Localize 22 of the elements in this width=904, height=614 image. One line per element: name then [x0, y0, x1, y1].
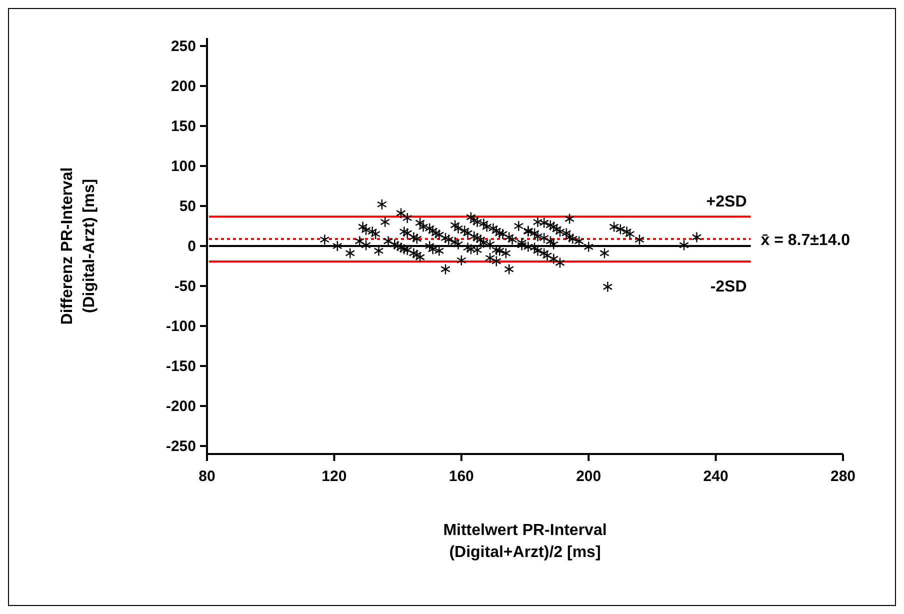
x-axis-title: Mittelwert PR-Interval (Digital+Arzt)/2 [ms]	[443, 522, 607, 561]
y-tick-label: -150	[166, 358, 196, 375]
y-tick-label: 250	[170, 38, 196, 55]
x-tick-label: 200	[576, 468, 602, 485]
y-axis-title: Differenz PR-Interval (Digital-Arzt) [ms]	[59, 167, 98, 325]
ref-line-label: +2SD	[706, 194, 747, 211]
ref-line-label: -2SD	[710, 278, 747, 296]
y-tick-label: -50	[174, 278, 196, 295]
y-tick-label: 0	[188, 238, 196, 255]
ref-line-label: x̄ = 8.7±14.0	[760, 232, 850, 250]
x-tick-label: 120	[322, 468, 347, 485]
y-tick-label: -250	[166, 438, 196, 455]
y-tick-label: -100	[166, 318, 196, 335]
y-tick-label: -200	[166, 398, 196, 415]
y-tick-label: 200	[170, 78, 196, 95]
x-tick-label: 240	[703, 468, 728, 485]
y-tick-label: 150	[170, 118, 196, 135]
y-tick-label: 50	[179, 198, 196, 215]
x-tick-label: 280	[830, 468, 856, 485]
x-tick-label: 160	[448, 468, 474, 485]
x-tick-label: 80	[198, 468, 216, 485]
y-tick-label: 100	[170, 158, 196, 175]
